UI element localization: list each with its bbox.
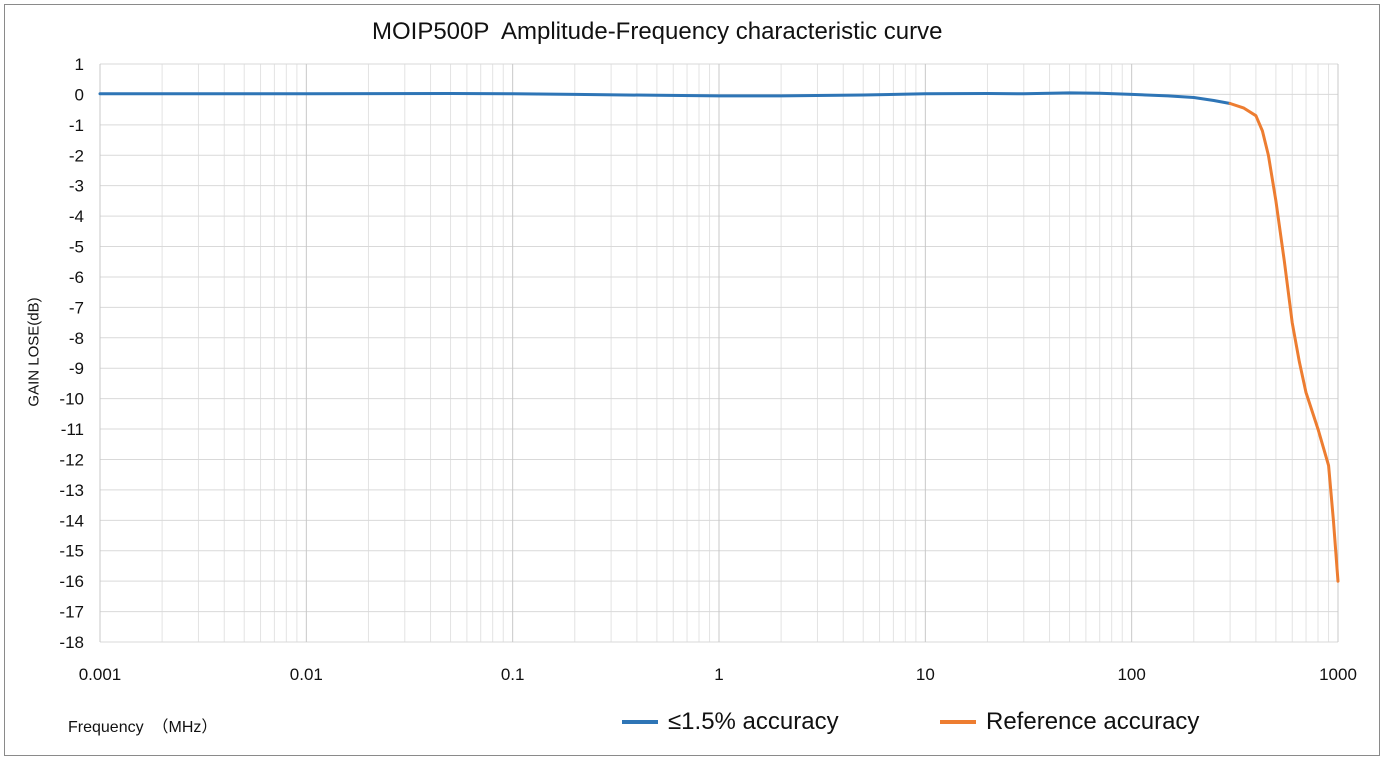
y-tick-label: -12 bbox=[59, 450, 84, 469]
y-tick-label: -13 bbox=[59, 481, 84, 500]
y-tick-label: -3 bbox=[69, 177, 84, 196]
y-tick-label: -1 bbox=[69, 116, 84, 135]
chart-title: MOIP500P Amplitude-Frequency characteris… bbox=[372, 18, 943, 45]
x-axis-label: Frequency （MHz） bbox=[68, 719, 218, 736]
y-tick-label: -11 bbox=[61, 420, 84, 439]
legend-item-series-1: ≤1.5% accuracy bbox=[622, 708, 839, 736]
y-tick-label: -4 bbox=[69, 207, 84, 226]
y-tick-label: -14 bbox=[59, 511, 84, 530]
y-tick-label: -5 bbox=[69, 238, 84, 257]
x-tick-label: 100 bbox=[1117, 665, 1145, 684]
y-tick-label: -16 bbox=[59, 572, 84, 591]
x-tick-labels: 0.001 0.01 0.1 1 10 100 1000 bbox=[79, 665, 1357, 684]
x-tick-label: 0.01 bbox=[290, 665, 323, 684]
y-tick-label: 0 bbox=[75, 85, 84, 104]
x-tick-label: 1000 bbox=[1319, 665, 1357, 684]
legend-item-series-2: Reference accuracy bbox=[940, 708, 1199, 736]
legend-label-series-1: ≤1.5% accuracy bbox=[668, 708, 839, 735]
y-tick-label: -17 bbox=[59, 603, 84, 622]
series-line-2 bbox=[1228, 102, 1340, 583]
x-tick-label: 1 bbox=[714, 665, 723, 684]
x-tick-label: 10 bbox=[916, 665, 935, 684]
y-tick-label: -10 bbox=[59, 390, 84, 409]
y-tick-label: -9 bbox=[69, 359, 84, 378]
legend-swatch-series-2 bbox=[940, 720, 976, 724]
y-tick-label: -8 bbox=[69, 329, 84, 348]
legend-label-series-2: Reference accuracy bbox=[986, 708, 1200, 735]
y-tick-label: -15 bbox=[59, 542, 84, 561]
major-gridlines bbox=[99, 63, 1339, 643]
series-line-1 bbox=[98, 91, 1232, 105]
y-tick-label: -6 bbox=[69, 268, 84, 287]
x-tick-label: 0.001 bbox=[79, 665, 122, 684]
chart-frame bbox=[4, 4, 1380, 756]
legend-swatch-series-1 bbox=[622, 720, 658, 724]
x-tick-label: 0.1 bbox=[501, 665, 525, 684]
y-tick-label: 1 bbox=[75, 55, 84, 74]
y-tick-label: -18 bbox=[59, 633, 84, 652]
minor-gridlines bbox=[161, 64, 1330, 642]
series-lines bbox=[98, 91, 1340, 583]
y-tick-labels: 1 0 -1 -2 -3 -4 -5 -6 -7 -8 -9 -10 -11 -12 -13 -14 -15 -1… bbox=[59, 55, 84, 652]
y-tick-label: -7 bbox=[69, 298, 84, 317]
y-tick-label: -2 bbox=[69, 146, 84, 165]
